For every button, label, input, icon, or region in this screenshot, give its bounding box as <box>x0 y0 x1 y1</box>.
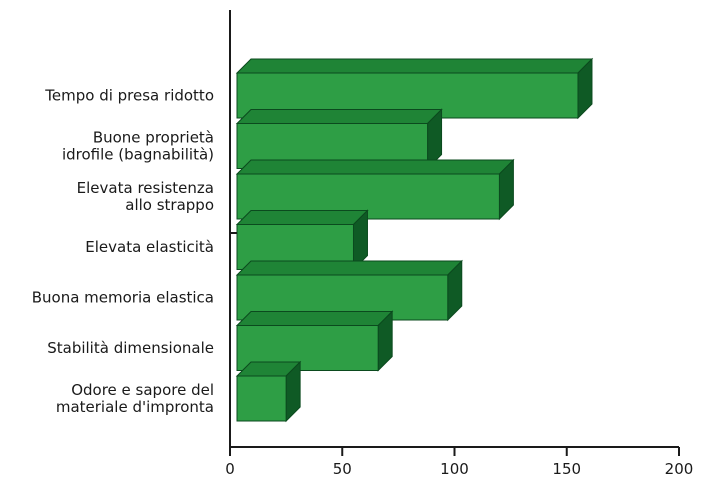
category-label: Elevata elasticità <box>85 238 214 256</box>
category-label-line: Elevata resistenza <box>77 179 214 197</box>
bar <box>235 360 302 423</box>
bar <box>235 158 515 221</box>
x-tick-label: 100 <box>440 460 469 478</box>
category-label-line: Buone proprietà <box>93 129 214 147</box>
category-label-line: Tempo di presa ridotto <box>44 87 214 105</box>
bar-front-face <box>236 375 287 422</box>
category-label: Stabilità dimensionale <box>47 339 214 357</box>
category-label-line: allo strappo <box>125 196 214 214</box>
bar-top-face <box>235 109 443 124</box>
category-label-line: Odore e sapore del <box>71 381 214 399</box>
category-label: Elevata resistenza allo strappo <box>77 179 214 214</box>
x-tick-label: 150 <box>552 460 581 478</box>
x-tick-label: 200 <box>665 460 694 478</box>
bar-top-face <box>235 210 369 225</box>
category-label-line: Elevata elasticità <box>85 238 214 256</box>
bar <box>235 108 443 170</box>
bars-group <box>235 57 594 423</box>
category-label: Buona memoria elastica <box>32 289 214 307</box>
x-tick-label: 50 <box>333 460 352 478</box>
category-label-line: idrofile (bagnabilità) <box>62 146 214 164</box>
category-label: Tempo di presa ridotto <box>44 87 214 105</box>
category-label-line: Buona memoria elastica <box>32 289 214 307</box>
bar-top-face <box>235 58 594 74</box>
category-labels: Tempo di presa ridotto Buone proprietà idr… <box>32 87 214 417</box>
category-label: Buone proprietà idrofile (bagnabilità) <box>62 129 214 164</box>
category-label: Odore e sapore del materiale d'impronta <box>56 381 214 416</box>
bar-top-face <box>235 159 515 175</box>
category-label-line: Stabilità dimensionale <box>47 339 214 357</box>
x-axis-ticks: 0 50 100 150 200 <box>225 447 693 478</box>
x-tick-label: 0 <box>225 460 235 478</box>
bar-top-face <box>235 311 394 326</box>
category-label-line: materiale d'impronta <box>56 398 214 416</box>
bar-top-face <box>235 260 463 276</box>
